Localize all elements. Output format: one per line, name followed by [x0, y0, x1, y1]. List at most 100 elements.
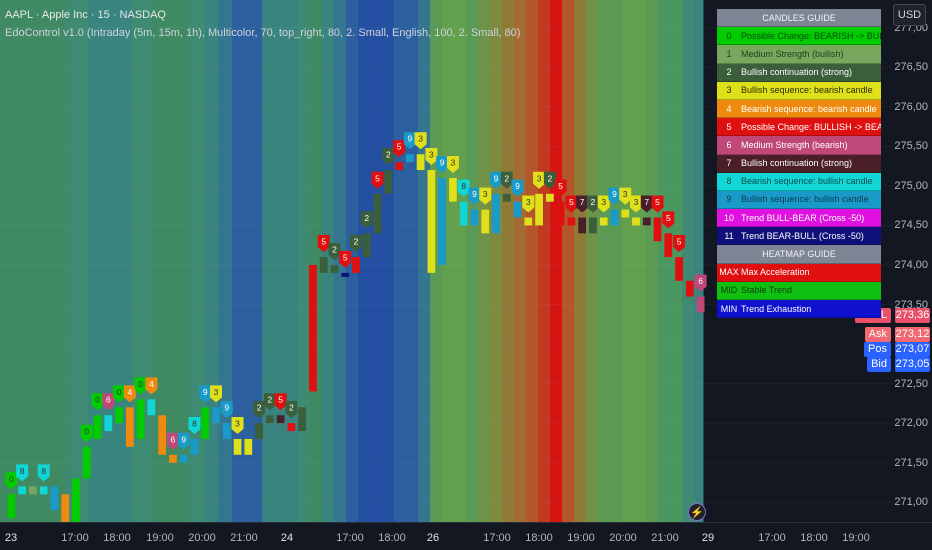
time-tick: 19:00: [146, 532, 174, 544]
currency-button[interactable]: USD: [893, 4, 926, 26]
candles-guide-code: 5: [726, 121, 732, 132]
signal-marker: 5: [393, 140, 406, 158]
time-axis[interactable]: 23 17:00 18:00 19:00 20:00 21:00 24 17:00 18:00 2…: [0, 522, 932, 550]
signal-code: 6: [171, 434, 176, 444]
heatmap-guide-code: MAX: [719, 267, 739, 278]
candles-guide-code: 7: [726, 158, 732, 169]
signal-code: 3: [451, 157, 456, 167]
candles-guide-text: Possible Change: BEARISH -> BULLISH: [741, 30, 881, 41]
candles-guide-row: 1 Medium Strength (bullish): [717, 45, 881, 64]
signal-marker: 0: [80, 424, 93, 442]
candle: [39, 486, 48, 495]
candle: [696, 296, 705, 313]
price-tick: 275,50: [894, 140, 928, 153]
heatmap-guide-text: Trend Exhaustion: [741, 303, 812, 314]
indicator-legend[interactable]: EdoControl v1.0 (Intraday (5m, 15m, 1h),…: [5, 27, 521, 39]
time-tick: 17:00: [483, 532, 511, 544]
candles-guide-code: 1: [726, 48, 732, 59]
signal-marker: 2: [360, 211, 373, 229]
candle: [685, 280, 694, 297]
heatmap-column: [172, 0, 191, 522]
price-label-name: Bid: [867, 357, 891, 373]
heatmap-column: [418, 0, 431, 522]
signal-code: 9: [407, 134, 412, 144]
signal-marker: 9: [436, 155, 449, 173]
signal-marker: 9: [468, 187, 481, 205]
candle: [621, 209, 630, 218]
signal-marker: 7: [640, 195, 653, 213]
price-label-value: 273,07: [895, 342, 930, 358]
candle: [7, 494, 16, 519]
candle: [330, 264, 339, 273]
candle: [179, 454, 188, 463]
heatmap-column: [622, 0, 635, 522]
signal-marker: 4: [123, 385, 136, 403]
candle: [438, 177, 447, 265]
candle: [29, 486, 37, 495]
candle: [427, 170, 436, 273]
candle: [212, 407, 220, 424]
price-axis[interactable]: 277,00 276,50 276,00 275,50 275,00 274,50 274,…: [893, 0, 932, 522]
signal-code: 8: [20, 466, 25, 476]
candles-guide-code: 8: [726, 176, 732, 187]
candle: [244, 438, 253, 455]
price-tick: 272,50: [894, 377, 928, 390]
signal-code: 7: [644, 197, 649, 207]
signal-code: 3: [526, 197, 531, 207]
signal-marker: 3: [231, 416, 244, 434]
signal-marker: 0: [134, 377, 147, 395]
candles-guide-text: Bullish continuation (strong): [741, 67, 853, 78]
candles-guide-text: Bullish sequence: bullish candle: [741, 194, 869, 205]
candle: [319, 257, 328, 273]
time-tick: 18:00: [800, 532, 828, 544]
candles-guide-text: Medium Strength (bearish): [741, 139, 848, 150]
signal-marker: 3: [533, 171, 546, 189]
candles-guide-text: Bullish sequence: bearish candle: [741, 85, 873, 96]
heatmap-column: [152, 0, 173, 522]
candle: [653, 217, 662, 242]
candle: [373, 193, 382, 234]
time-tick-day: 26: [426, 532, 440, 544]
heatmap-column: [298, 0, 311, 522]
signal-code: 2: [257, 403, 262, 413]
signal-marker: 5: [274, 393, 287, 411]
symbol-title[interactable]: AAPL · Apple Inc · 15 · NASDAQ: [5, 9, 166, 21]
time-tick: 17:00: [336, 532, 364, 544]
signal-marker: 5: [554, 179, 567, 197]
heatmap-column: [550, 0, 563, 522]
heatmap-column: [0, 0, 23, 522]
signal-marker: 3: [446, 155, 459, 173]
signal-code: 3: [214, 387, 219, 397]
signal-marker: 9: [177, 432, 190, 450]
candle: [82, 446, 91, 479]
price-tick: 271,50: [894, 456, 928, 469]
time-tick: 19:00: [567, 532, 595, 544]
candles-guide-row: 2 Bullish continuation (strong): [717, 63, 881, 82]
heatmap-column: [358, 0, 371, 522]
signal-code: 5: [558, 181, 563, 191]
candles-guide-code: 3: [726, 85, 732, 96]
heatmap-column: [66, 0, 89, 522]
candle: [470, 209, 479, 226]
candle: [50, 486, 59, 511]
lightning-icon[interactable]: ⚡: [688, 503, 706, 521]
candles-guide-row: 4 Bearish sequence: bearish candle: [717, 99, 881, 119]
price-tick: 276,00: [894, 100, 928, 113]
time-tick-day: 29: [701, 532, 715, 544]
candles-guide-code: 10: [723, 212, 734, 223]
price-tick: 271,00: [894, 496, 928, 509]
signal-code: 9: [224, 403, 229, 413]
candle: [265, 415, 274, 424]
signal-marker: 9: [220, 401, 233, 419]
candle: [115, 407, 123, 424]
candle: [352, 257, 360, 273]
heatmap-column: [610, 0, 623, 522]
price-label-name: Ask: [864, 327, 891, 343]
signal-code: 0: [95, 395, 100, 405]
candle: [125, 407, 134, 447]
candle: [535, 193, 543, 226]
signal-marker: 2: [382, 148, 395, 166]
signal-code: 3: [623, 189, 628, 199]
candle: [384, 170, 393, 194]
